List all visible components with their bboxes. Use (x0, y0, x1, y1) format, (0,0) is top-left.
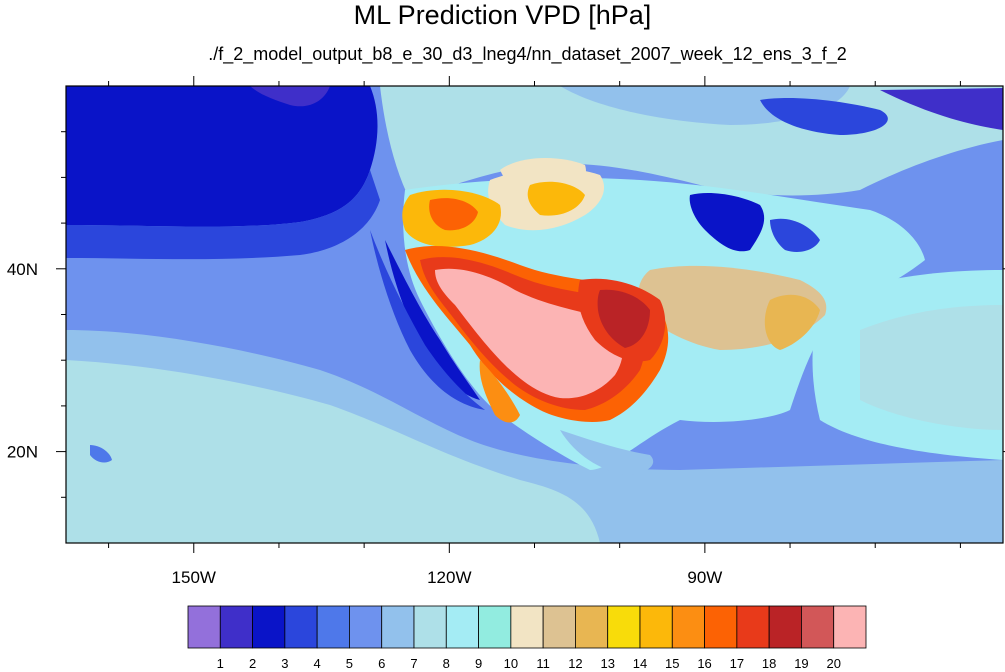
colorbar-swatch (607, 605, 641, 649)
colorbar-swatch (639, 605, 673, 649)
vpd-region-mexico-coast (479, 360, 520, 423)
vpd-region-southeast-orange (764, 294, 820, 350)
colorbar-swatch (316, 605, 350, 649)
colorbar-label: 3 (281, 656, 288, 671)
colorbar-swatch (542, 605, 576, 649)
colorbar-label: 13 (600, 656, 614, 671)
colorbar-swatch (768, 605, 802, 649)
colorbar-label: 8 (443, 656, 450, 671)
colorbar-label: 9 (475, 656, 482, 671)
colorbar-label: 19 (794, 656, 808, 671)
vpd-region-pacific-northwest-core (429, 198, 478, 231)
colorbar-label: 1 (217, 656, 224, 671)
colorbar-label: 20 (826, 656, 840, 671)
vpd-region-south-pacific-light (66, 360, 600, 543)
colorbar-label: 4 (314, 656, 321, 671)
vpd-region-southern-plains-core (597, 289, 650, 348)
colorbar-label: 7 (410, 656, 417, 671)
lon-tick-label: 120W (427, 568, 471, 587)
vpd-region-canada-prairies-core (527, 181, 585, 216)
colorbar: 1 2 3 4 5 6 7 8 9 10 11 12 13 14 15 16 17 18 19 20 (187, 605, 867, 671)
vpd-region-california-offshore-ring (370, 230, 485, 410)
vpd-region-great-lakes-east (770, 218, 820, 252)
lat-tick-label: 40N (7, 260, 38, 279)
vpd-region-north-pacific (66, 86, 378, 227)
lon-tick-label: 90W (687, 568, 722, 587)
vpd-region-mexico-interior (560, 430, 654, 475)
vpd-region-northeast-dark (880, 88, 1003, 130)
colorbar-swatch (381, 605, 415, 649)
vpd-region-hawaii (90, 445, 112, 463)
colorbar-swatch (801, 605, 835, 649)
map-area (66, 86, 1003, 543)
colorbar-swatch (704, 605, 738, 649)
colorbar-swatch (510, 605, 544, 649)
colorbar-swatch (349, 605, 383, 649)
colorbar-label: 17 (730, 656, 744, 671)
colorbar-swatch (252, 605, 286, 649)
colorbar-swatch (575, 605, 609, 649)
colorbar-label: 18 (762, 656, 776, 671)
colorbar-swatch (187, 605, 221, 649)
colorbar-label: 11 (536, 656, 550, 671)
lat-tick-label: 20N (7, 443, 38, 462)
lon-tick-label: 150W (172, 568, 216, 587)
vpd-region-great-lakes (689, 193, 765, 252)
plot-subtitle: ./f_2_model_output_b8_e_30_d3_lneg4/nn_d… (208, 44, 847, 64)
colorbar-swatch (833, 605, 867, 649)
colorbar-swatch (478, 605, 512, 649)
colorbar-label: 15 (665, 656, 679, 671)
colorbar-label: 14 (633, 656, 647, 671)
vpd-region-north-pacific-ring (66, 170, 380, 260)
colorbar-label: 10 (504, 656, 518, 671)
colorbar-swatch (219, 605, 253, 649)
vpd-region-atlantic-deep (860, 305, 1003, 430)
colorbar-label: 6 (378, 656, 385, 671)
colorbar-swatch (413, 605, 447, 649)
colorbar-swatch (445, 605, 479, 649)
colorbar-label: 16 (697, 656, 711, 671)
colorbar-label: 5 (346, 656, 353, 671)
colorbar-swatch (284, 605, 318, 649)
plot-title: ML Prediction VPD [hPa] (353, 0, 652, 30)
vpd-region-hudson-bay (760, 98, 888, 135)
colorbar-swatch (671, 605, 705, 649)
map-ticks: 150W 120W 90W 40N 20N (7, 76, 1005, 587)
vpd-region-desert-southwest-core (435, 268, 623, 399)
colorbar-swatch (736, 605, 770, 649)
colorbar-label: 2 (249, 656, 256, 671)
colorbar-label: 12 (568, 656, 582, 671)
vpd-region-alaska-coast (250, 86, 330, 107)
